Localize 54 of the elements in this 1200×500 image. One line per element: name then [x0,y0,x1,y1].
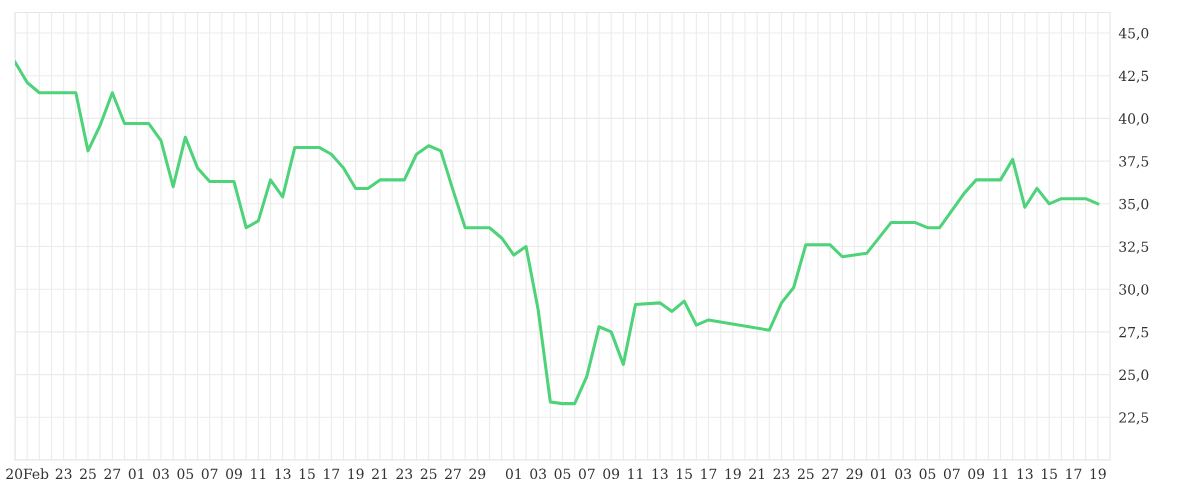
x-tick-label: 29 [469,468,486,480]
y-tick-label: 27,5 [1119,326,1149,340]
x-tick-label: 05 [177,468,194,480]
x-tick-label: 11 [993,468,1008,479]
x-tick-label: 25 [420,468,437,480]
x-tick-label: 07 [201,468,218,480]
x-tick-label: 13 [1017,468,1033,480]
x-tick-label: 27 [104,468,121,479]
x-tick-label: 17 [701,468,717,479]
x-tick-label: 21 [372,468,387,479]
x-tick-label: 29 [846,468,863,480]
x-tick-label: 27 [445,468,461,479]
x-tick-label: 03 [153,468,169,480]
x-tick-label: 17 [1066,468,1082,479]
x-tick-label: 03 [530,468,546,480]
x-tick-label: 15 [1042,468,1057,480]
x-tick-label: 15 [677,468,692,480]
x-tick-label: 23 [773,468,790,480]
y-tick-label: 25,0 [1119,369,1149,382]
x-tick-label: 11 [628,468,643,479]
x-tick-label: 25 [80,468,96,480]
x-tick-label: 13 [275,468,291,480]
x-tick-label: 01 [128,468,144,480]
x-tick-label: 21 [749,468,765,479]
x-tick-label: 03 [895,468,911,480]
x-tick-label: 19 [348,468,364,480]
y-tick-label: 40,0 [1118,113,1149,126]
x-tick-label: 01 [870,468,886,480]
y-tick-label: 32,5 [1119,241,1149,254]
x-tick-label: 05 [554,468,571,480]
y-tick-label: 35,0 [1119,198,1149,211]
x-tick-label: 20Feb [6,468,49,480]
x-tick-label: 27 [822,468,838,479]
y-tick-label: 45,0 [1118,27,1149,41]
x-tick-label: 09 [226,468,242,480]
x-tick-label: 07 [578,468,595,480]
x-tick-label: 01 [505,468,521,480]
x-tick-label: 05 [919,468,936,480]
x-tick-label: 23 [55,468,72,480]
y-tick-label: 42,5 [1118,70,1149,83]
x-tick-label: 23 [396,468,413,480]
x-tick-label: 09 [603,468,620,480]
x-tick-label: 25 [797,468,814,480]
x-tick-label: 13 [652,468,668,480]
x-tick-label: 07 [943,468,960,480]
x-tick-label: 09 [968,468,985,480]
x-tick-label: 11 [251,468,266,479]
y-tick-label: 30,0 [1119,284,1149,297]
y-tick-label: 22,5 [1119,412,1149,425]
x-tick-label: 17 [324,468,340,479]
y-tick-label: 37,5 [1119,156,1149,169]
x-tick-label: 19 [725,468,741,480]
x-tick-label: 15 [299,468,315,480]
x-tick-label: 19 [1090,468,1106,480]
